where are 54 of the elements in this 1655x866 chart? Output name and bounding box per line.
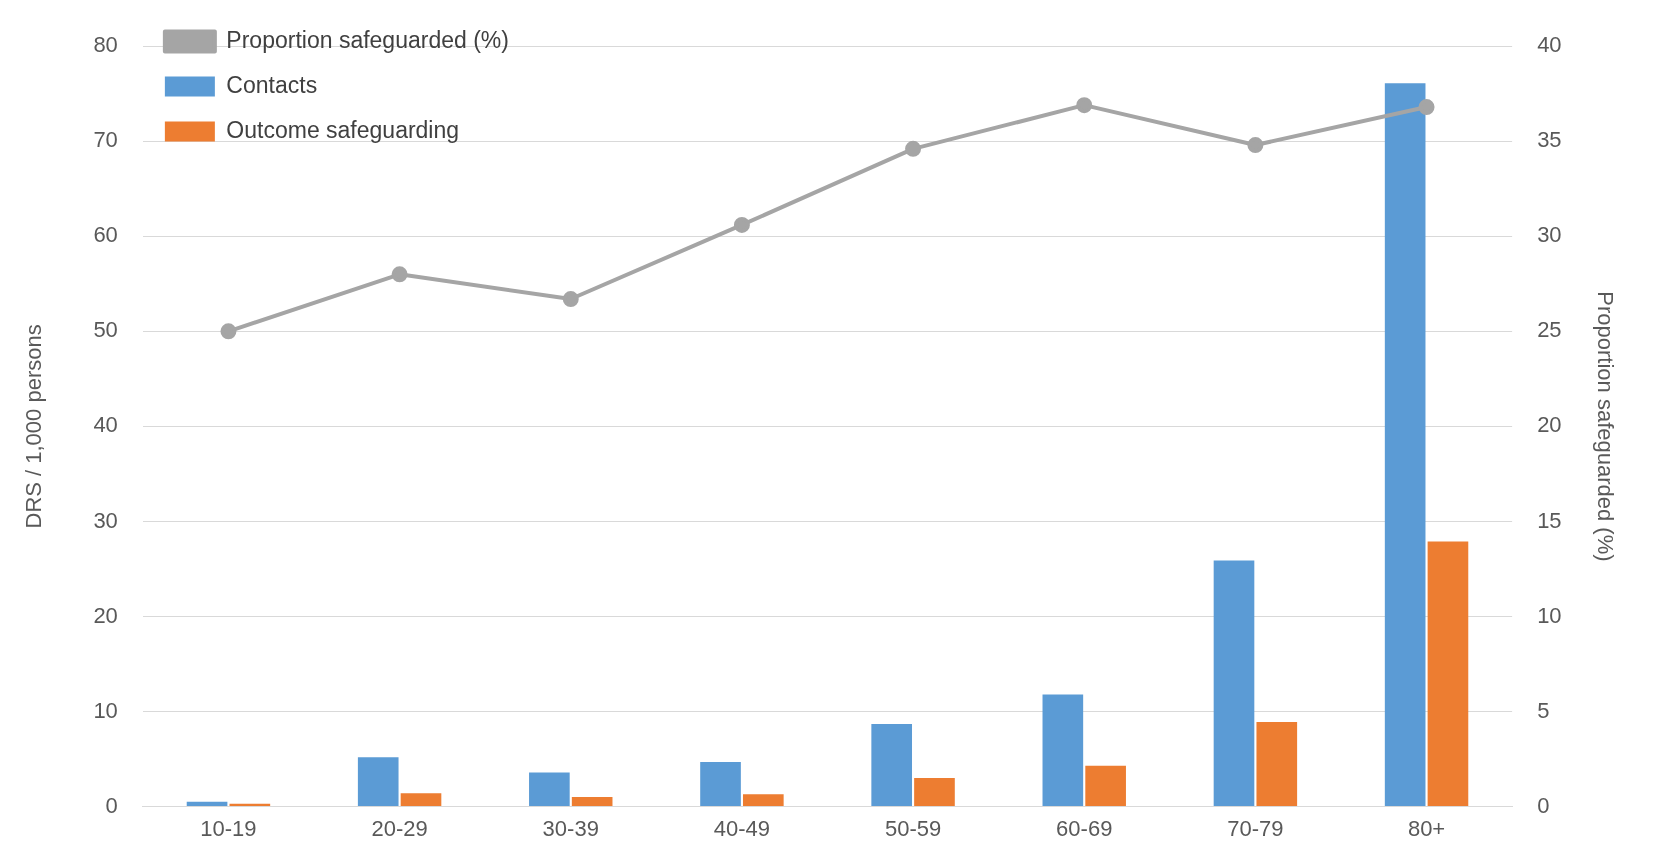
bar	[1085, 765, 1126, 807]
point	[733, 216, 750, 233]
y-tick-label: 60	[93, 222, 118, 248]
bar	[871, 723, 913, 807]
bar	[571, 797, 613, 807]
bar	[529, 772, 570, 807]
y2-tick-label: 35	[1537, 127, 1562, 153]
point	[391, 266, 408, 283]
bar	[1256, 722, 1298, 807]
x-tick-label: 10-19	[200, 815, 257, 841]
bar	[742, 794, 784, 807]
y-tick-label: 40	[93, 412, 118, 438]
point	[562, 291, 579, 308]
x-tick-label: 30-39	[542, 815, 599, 841]
legend-label: Outcome safeguarding	[226, 116, 460, 143]
bar	[1213, 560, 1255, 807]
point	[220, 323, 237, 340]
x-tick-label: 80+	[1407, 815, 1446, 841]
bar	[1042, 694, 1084, 807]
y2-tick-label: 5	[1537, 697, 1550, 723]
bar	[1384, 83, 1426, 807]
y2-tick-label: 25	[1537, 317, 1562, 343]
bar	[1427, 541, 1469, 807]
y2-tick-label: 20	[1537, 412, 1562, 438]
y-tick-label: 20	[93, 602, 118, 628]
point	[1076, 97, 1093, 114]
x-tick-label: 40-49	[713, 815, 771, 841]
y2-axis-title: Proportion safeguarded (%)	[1592, 291, 1618, 562]
y-tick-label: 0	[105, 792, 118, 818]
legend-label: Contacts	[226, 71, 318, 98]
y-tick-label: 10	[93, 697, 118, 723]
point	[1247, 137, 1264, 154]
y2-tick-label: 15	[1537, 507, 1562, 533]
bar	[700, 761, 741, 807]
y2-tick-label: 0	[1537, 792, 1550, 818]
y-tick-label: 50	[93, 317, 118, 343]
point	[1418, 99, 1435, 116]
y-tick-label: 70	[93, 127, 118, 153]
y2-tick-label: 10	[1537, 602, 1562, 628]
y2-tick-label: 30	[1537, 222, 1562, 248]
bar	[357, 757, 399, 807]
y-axis-title: DRS / 1,000 persons	[21, 324, 47, 529]
x-tick-label: 20-29	[371, 815, 428, 841]
x-tick-label: 50-59	[884, 815, 942, 841]
bar	[186, 801, 228, 807]
y-tick-label: 30	[93, 507, 118, 533]
point	[905, 140, 922, 157]
y-tick-label: 80	[93, 32, 118, 58]
legend-label: Proportion safeguarded (%)	[226, 26, 509, 53]
bar	[400, 793, 442, 807]
y2-tick-label: 40	[1537, 32, 1562, 58]
x-tick-label: 60-69	[1056, 815, 1113, 841]
bar	[914, 778, 955, 807]
x-tick-label: 70-79	[1227, 815, 1284, 841]
